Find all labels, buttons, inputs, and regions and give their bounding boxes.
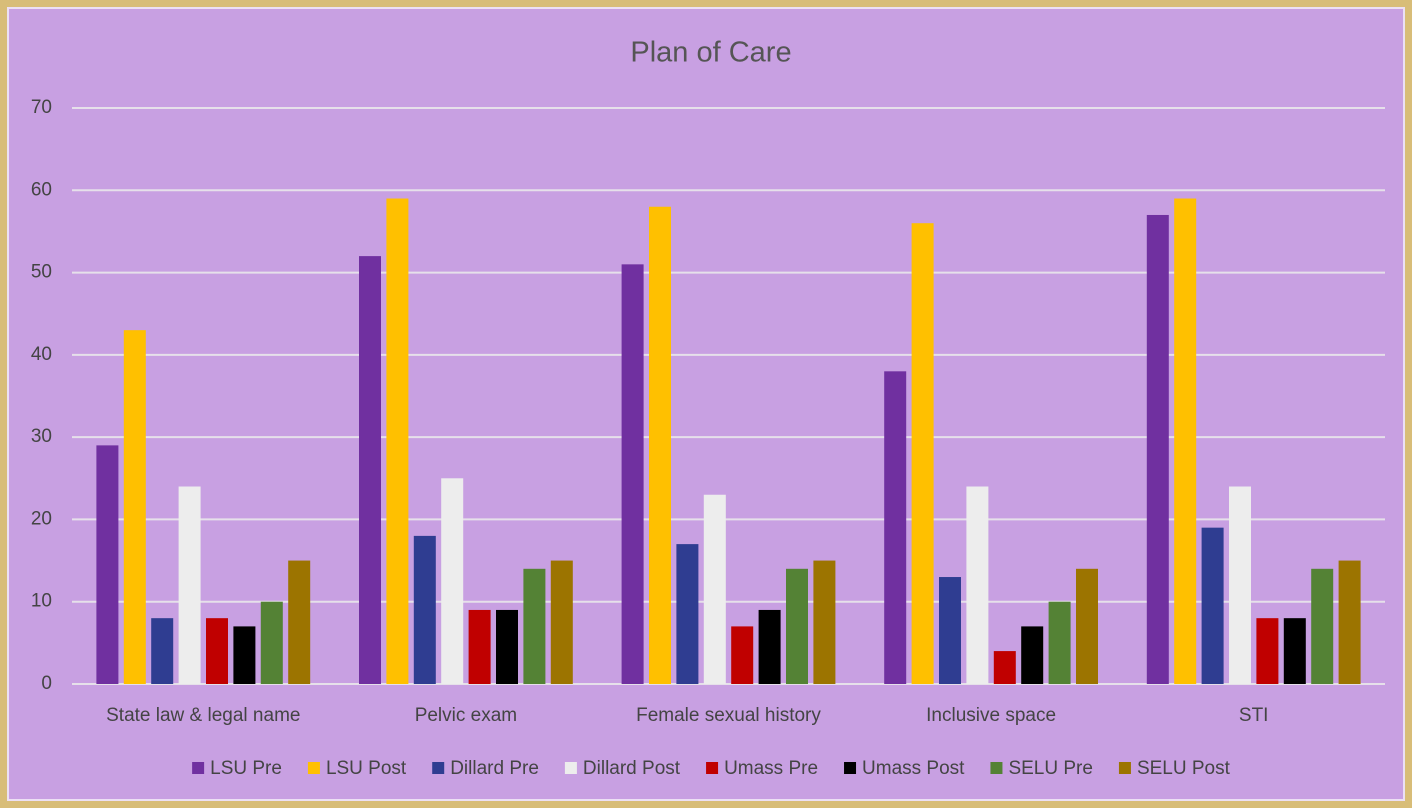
y-tick-label: 20	[31, 508, 52, 529]
legend-swatch	[192, 762, 205, 774]
legend-label: LSU Post	[326, 758, 407, 779]
bar	[1146, 214, 1169, 684]
bar	[1256, 618, 1279, 684]
bar	[731, 626, 754, 684]
bar	[496, 609, 518, 684]
legend-label: Dillard Post	[583, 758, 681, 779]
bar	[993, 651, 1016, 684]
legend-label: SELU Pre	[1008, 758, 1092, 779]
bar	[550, 560, 573, 684]
bar	[1311, 568, 1334, 684]
bar	[676, 544, 699, 684]
y-tick-label: 40	[31, 344, 52, 365]
bar	[441, 478, 464, 684]
bar	[1021, 626, 1044, 684]
x-tick-label: STI	[1239, 705, 1269, 726]
x-tick-label: State law & legal name	[106, 705, 300, 726]
bar	[1076, 568, 1098, 684]
bar	[386, 198, 409, 684]
bar	[468, 609, 491, 684]
legend-swatch	[307, 762, 320, 774]
bar	[288, 560, 311, 684]
bar	[359, 256, 381, 684]
bar	[260, 601, 283, 684]
bar	[1229, 486, 1251, 684]
y-tick-label: 30	[31, 426, 52, 447]
bar	[884, 371, 907, 684]
legend-swatch	[844, 762, 857, 774]
legend-label: Dillard Pre	[450, 758, 539, 779]
y-tick-label: 50	[31, 262, 52, 283]
legend-swatch	[432, 762, 445, 774]
bar	[966, 486, 989, 684]
bar	[1283, 618, 1306, 684]
bar	[1048, 601, 1071, 684]
chart-title: Plan of Care	[630, 37, 791, 69]
bar	[151, 618, 174, 684]
bar	[786, 568, 808, 684]
bar	[911, 223, 934, 684]
legend-swatch	[706, 762, 719, 774]
x-tick-label: Inclusive space	[926, 705, 1056, 726]
bar	[96, 445, 119, 684]
bar	[939, 577, 961, 684]
bar	[233, 626, 256, 684]
legend-swatch	[990, 762, 1003, 774]
legend-label: SELU Post	[1137, 758, 1231, 779]
bar	[178, 486, 201, 684]
x-tick-label: Female sexual history	[636, 705, 821, 726]
legend-label: Umass Post	[862, 758, 965, 779]
bar	[649, 206, 671, 684]
y-tick-label: 70	[31, 97, 52, 118]
legend-swatch	[564, 762, 577, 774]
legend-swatch	[1118, 762, 1131, 774]
bar	[1338, 560, 1361, 684]
bar	[206, 618, 228, 684]
legend-label: Umass Pre	[724, 758, 818, 779]
bar	[523, 568, 546, 684]
bar	[621, 264, 644, 684]
bar	[703, 494, 726, 684]
bar	[758, 609, 781, 684]
bar	[1201, 527, 1224, 684]
y-tick-label: 0	[41, 673, 52, 694]
x-tick-label: Pelvic exam	[415, 705, 517, 726]
bar	[413, 535, 436, 684]
bar	[1174, 198, 1197, 684]
legend-label: LSU Pre	[210, 758, 282, 779]
y-tick-label: 60	[31, 179, 52, 200]
y-tick-label: 10	[31, 591, 52, 612]
bar	[813, 560, 836, 684]
bar	[123, 330, 146, 684]
